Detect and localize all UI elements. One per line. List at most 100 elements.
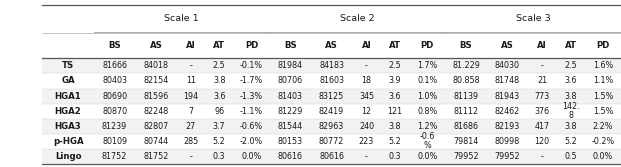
Text: -: -	[189, 61, 193, 70]
Text: 81.229: 81.229	[452, 61, 480, 70]
Text: 0.3: 0.3	[389, 152, 401, 161]
Text: 120: 120	[535, 137, 550, 146]
Text: 81139: 81139	[453, 92, 479, 101]
Text: 84030: 84030	[495, 61, 520, 70]
Text: 79814: 79814	[453, 137, 479, 146]
Text: -: -	[365, 61, 368, 70]
Text: 1.2%: 1.2%	[417, 122, 437, 131]
Text: 285: 285	[183, 137, 199, 146]
Text: 80998: 80998	[495, 137, 520, 146]
Text: 80616: 80616	[319, 152, 344, 161]
Text: AT: AT	[389, 41, 401, 50]
Text: 3.8: 3.8	[213, 76, 225, 86]
Text: 80772: 80772	[319, 137, 344, 146]
Text: 0.8%: 0.8%	[417, 107, 437, 116]
Text: 0.0%: 0.0%	[417, 152, 437, 161]
Text: 0.0%: 0.0%	[242, 152, 261, 161]
Text: Scale 3: Scale 3	[516, 14, 551, 23]
Text: HGA2: HGA2	[55, 107, 81, 116]
Text: 773: 773	[535, 92, 550, 101]
Text: 345: 345	[359, 92, 374, 101]
Text: 3.8: 3.8	[389, 122, 401, 131]
Text: 80690: 80690	[102, 92, 127, 101]
Bar	[42, 89, 621, 104]
Text: 417: 417	[535, 122, 550, 131]
Text: 82193: 82193	[495, 122, 520, 131]
Text: 81596: 81596	[143, 92, 168, 101]
Text: 1.1%: 1.1%	[593, 76, 613, 86]
Text: 83125: 83125	[319, 92, 344, 101]
Text: 0.0%: 0.0%	[593, 152, 613, 161]
Text: 2.5: 2.5	[213, 61, 225, 70]
Text: 80403: 80403	[102, 76, 127, 86]
Text: 7: 7	[188, 107, 193, 116]
Text: 5.2: 5.2	[564, 137, 577, 146]
Text: 80706: 80706	[278, 76, 303, 86]
Text: 80616: 80616	[278, 152, 303, 161]
Text: 0.1%: 0.1%	[417, 76, 437, 86]
Text: 11: 11	[186, 76, 196, 86]
Text: -0.1%: -0.1%	[240, 61, 263, 70]
Text: AI: AI	[537, 41, 547, 50]
Text: AI: AI	[186, 41, 196, 50]
Text: -1.3%: -1.3%	[240, 92, 263, 101]
Text: 81686: 81686	[453, 122, 478, 131]
Text: BS: BS	[284, 41, 297, 50]
Text: -: -	[189, 152, 193, 161]
Text: BS: BS	[108, 41, 121, 50]
Text: 80109: 80109	[102, 137, 127, 146]
Text: 2.5: 2.5	[564, 61, 577, 70]
Text: 18: 18	[361, 76, 371, 86]
Text: 81112: 81112	[453, 107, 479, 116]
Text: 5.2: 5.2	[213, 137, 225, 146]
Text: 240: 240	[359, 122, 374, 131]
Text: GA: GA	[61, 76, 75, 86]
Text: -: -	[541, 61, 543, 70]
Text: 81403: 81403	[278, 92, 303, 101]
Text: 81748: 81748	[495, 76, 520, 86]
Text: 81229: 81229	[278, 107, 303, 116]
Text: 5.2: 5.2	[389, 137, 401, 146]
Text: Scale 1: Scale 1	[165, 14, 199, 23]
Text: AS: AS	[150, 41, 162, 50]
Text: Scale 2: Scale 2	[340, 14, 374, 23]
Text: 12: 12	[361, 107, 371, 116]
Text: 81984: 81984	[278, 61, 303, 70]
Text: HGA3: HGA3	[55, 122, 81, 131]
Text: BS: BS	[460, 41, 473, 50]
Text: TS: TS	[62, 61, 74, 70]
Text: 1.0%: 1.0%	[417, 92, 437, 101]
Text: 80.858: 80.858	[452, 76, 480, 86]
Text: 81752: 81752	[143, 152, 169, 161]
Bar	[42, 134, 621, 149]
Bar	[42, 73, 621, 89]
Text: 3.7: 3.7	[213, 122, 225, 131]
Text: 376: 376	[535, 107, 550, 116]
Text: HGA1: HGA1	[55, 92, 81, 101]
Text: 1.6%: 1.6%	[593, 61, 613, 70]
Text: 223: 223	[359, 137, 374, 146]
Text: 82807: 82807	[143, 122, 168, 131]
Text: 81666: 81666	[102, 61, 127, 70]
Text: -: -	[365, 152, 368, 161]
Text: -1.1%: -1.1%	[240, 107, 263, 116]
Text: AS: AS	[325, 41, 338, 50]
Text: Lingo: Lingo	[55, 152, 81, 161]
Bar	[42, 149, 621, 164]
Text: 81544: 81544	[278, 122, 303, 131]
Text: 81752: 81752	[102, 152, 127, 161]
Text: 1.5%: 1.5%	[592, 107, 613, 116]
Text: 27: 27	[186, 122, 196, 131]
Text: 0.3: 0.3	[213, 152, 225, 161]
Text: 3.8: 3.8	[564, 122, 577, 131]
Text: 82154: 82154	[143, 76, 168, 86]
Text: 121: 121	[388, 107, 402, 116]
Text: PD: PD	[420, 41, 434, 50]
Text: 3.6: 3.6	[389, 92, 401, 101]
Bar	[42, 58, 621, 73]
Text: 82419: 82419	[319, 107, 344, 116]
Bar	[42, 104, 621, 119]
Text: 80153: 80153	[278, 137, 303, 146]
Text: 82462: 82462	[495, 107, 520, 116]
Text: 79952: 79952	[494, 152, 520, 161]
